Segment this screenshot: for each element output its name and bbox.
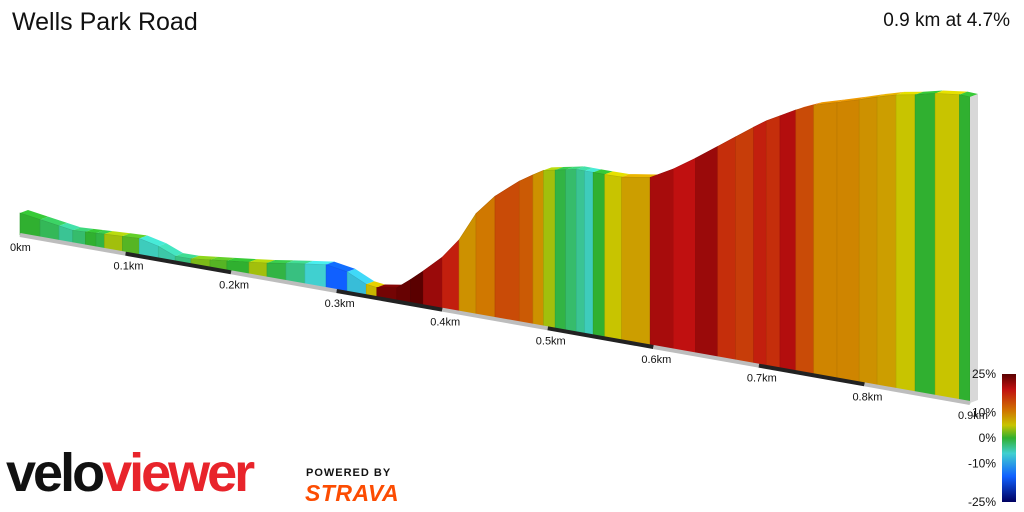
profile-top-32 [555, 166, 574, 171]
profile-segment-39 [649, 168, 674, 351]
veloviewer-logo: veloviewer [6, 443, 255, 503]
profile-top-12 [210, 256, 235, 261]
distance-strip-2 [230, 270, 338, 293]
profile-segment-48 [813, 102, 838, 380]
profile-segment-38 [621, 176, 651, 347]
profile-top-9 [158, 243, 184, 257]
profile-segment-37 [604, 174, 622, 342]
profile-segment-27 [475, 195, 496, 320]
logo-part-viewer: viewer [102, 443, 255, 503]
profile-top-8 [139, 235, 167, 247]
profile-segment-46 [779, 109, 797, 373]
profile-top-4 [85, 228, 104, 234]
profile-top-53 [915, 90, 944, 95]
distance-strip-1 [125, 251, 232, 275]
profile-top-37 [604, 171, 630, 178]
profile-top-49 [837, 96, 868, 103]
profile-top-20 [366, 281, 385, 288]
profile-segment-31 [543, 169, 556, 330]
distance-tick-label: 0.1km [114, 261, 144, 273]
profile-top-1 [40, 216, 68, 226]
profile-segment-54 [934, 93, 960, 402]
profile-segment-32 [554, 169, 567, 332]
profile-segment-34 [575, 169, 586, 336]
profile-segment-33 [565, 169, 577, 334]
distance-tick-label: 0.9km [958, 410, 988, 422]
distance-tick-label: 0.7km [747, 373, 777, 385]
distance-strip-4 [441, 307, 549, 331]
profile-segment-28 [494, 180, 520, 324]
profile-segment-42 [717, 136, 736, 362]
profile-top-31 [543, 167, 564, 171]
profile-segment-51 [876, 94, 897, 391]
powered-by-label: POWERED BY [306, 467, 392, 479]
profile-segment-36 [592, 172, 606, 339]
distance-strip-0 [19, 233, 126, 256]
gradient-legend-label: 25% [972, 367, 996, 381]
profile-top-17 [305, 260, 335, 265]
profile-top-19 [347, 268, 375, 285]
profile-segment-26 [458, 212, 477, 316]
profile-end-cap [970, 94, 978, 403]
segment-title: Wells Park Road [12, 8, 198, 36]
profile-top-2 [59, 222, 81, 231]
distance-strip-6 [652, 345, 760, 368]
profile-top-35 [584, 167, 602, 173]
profile-segment-40 [673, 157, 696, 355]
profile-segment-52 [895, 94, 916, 394]
profile-top-34 [576, 166, 593, 171]
profile-segment-50 [858, 96, 878, 387]
profile-top-5 [96, 230, 113, 235]
profile-segment-49 [836, 99, 860, 384]
profile-segment-30 [532, 169, 544, 328]
profile-top-16 [286, 260, 313, 264]
profile-top-7 [122, 233, 148, 239]
profile-segment-47 [795, 104, 815, 376]
distance-tick-label: 0.8km [852, 391, 882, 403]
profile-segment-35 [584, 170, 594, 337]
gradient-legend-label: -25% [968, 495, 996, 509]
profile-top-51 [877, 91, 905, 98]
distance-strip-3 [336, 289, 443, 312]
profile-top-18 [326, 261, 356, 272]
profile-segment-45 [765, 115, 781, 370]
profile-top-50 [859, 94, 886, 100]
profile-segment-29 [518, 174, 534, 327]
distance-tick-label: 0.4km [430, 317, 460, 329]
segment-summary: 0.9 km at 4.7% [883, 10, 1010, 31]
profile-segment-44 [753, 120, 767, 368]
distance-strip-5 [547, 326, 654, 349]
distance-tick-label: 0.3km [325, 298, 355, 310]
profile-segment-55 [959, 94, 971, 404]
profile-top-48 [813, 99, 845, 106]
profile-segment-25 [441, 239, 460, 314]
distance-tick-label: 0km [10, 242, 31, 254]
gradient-legend-label: 0% [979, 431, 997, 445]
profile-top-38 [621, 174, 659, 178]
gradient-legend-label: -10% [968, 457, 996, 471]
distance-tick-label: 0.6km [641, 354, 671, 366]
profile-top-11 [191, 255, 218, 260]
distance-tick-label: 0.2km [219, 279, 249, 291]
profile-top-6 [104, 231, 131, 237]
profile-top-0 [20, 210, 49, 220]
distance-tick-label: 0.5km [536, 335, 566, 347]
profile-segment-41 [695, 145, 719, 359]
profile-top-15 [267, 260, 294, 264]
distance-strip-8 [864, 382, 971, 405]
profile-segment-53 [914, 93, 936, 398]
profile-segment-24 [422, 256, 443, 311]
gradient-legend-bar [1002, 374, 1016, 502]
profile-segment-23 [410, 270, 424, 307]
profile-top-52 [896, 91, 924, 95]
profile-top-33 [565, 166, 585, 170]
strava-logo: STRAVA [305, 480, 400, 506]
profile-top-10 [175, 253, 199, 259]
gradient-legend-label: 10% [972, 405, 996, 419]
profile-top-14 [249, 259, 275, 264]
distance-strip-7 [758, 363, 865, 387]
logo-part-velo: velo [6, 443, 105, 503]
profile-segment-43 [735, 126, 754, 366]
